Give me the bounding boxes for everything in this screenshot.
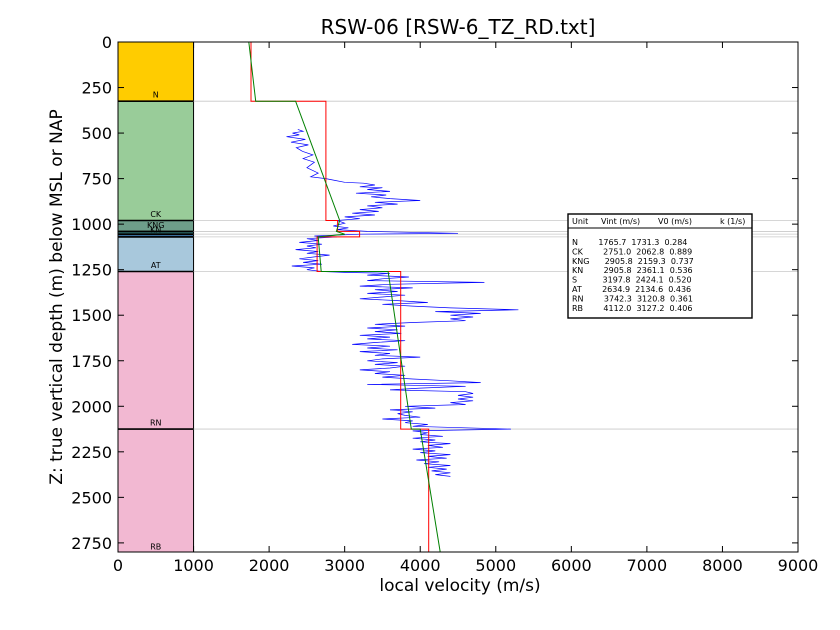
legend-box: [567, 213, 753, 319]
legend-row: RN 3742.3 3120.8 0.361: [572, 294, 693, 303]
plot-frame: [117, 41, 799, 553]
series-lines: [248, 41, 519, 553]
unit-label-kn: KN: [150, 225, 161, 234]
y-tick-label: 2000: [71, 397, 112, 416]
y-tick-label: 0: [102, 33, 112, 52]
unit-label-rn: RN: [150, 418, 162, 427]
legend-row: AT 2634.9 2134.6 0.436: [572, 285, 691, 294]
x-tick-label: 4000: [400, 556, 441, 575]
x-tick-label: 9000: [778, 556, 819, 575]
x-tick-label: 1000: [173, 556, 214, 575]
x-tick-label: 7000: [627, 556, 668, 575]
legend-row: S 3197.8 2424.1 0.520: [572, 276, 692, 285]
y-tick-label: 2250: [71, 443, 112, 462]
x-tick-label: 0: [113, 556, 123, 575]
x-tick-label: 8000: [702, 556, 743, 575]
unit-label-kng: KNG: [147, 221, 164, 230]
x-tick-label: 5000: [475, 556, 516, 575]
x-axis-label: local velocity (m/s): [379, 576, 540, 596]
unit-block-rb: [117, 428, 195, 553]
y-tick-label: 1500: [71, 306, 112, 325]
x-tick-label: 3000: [324, 556, 365, 575]
legend-row: KN 2905.8 2361.1 0.536: [572, 266, 693, 275]
y-tick-label: 1250: [71, 261, 112, 280]
unit-label-at: AT: [151, 261, 161, 270]
x-tick-label: 2000: [249, 556, 290, 575]
measured-line: [286, 129, 519, 477]
legend-row: KNG 2905.8 2159.3 0.737: [572, 257, 694, 266]
model-line: [248, 41, 441, 553]
y-tick-label: 500: [81, 124, 112, 143]
legend-header: Unit Vint (m/s) V0 (m/s) k (1/s): [572, 217, 745, 226]
legend: Unit Vint (m/s) V0 (m/s) k (1/s) N 1765.7…: [567, 213, 753, 319]
legend-row: CK 2751.0 2062.8 0.889: [572, 247, 692, 256]
unit-block-ck: [117, 100, 195, 221]
chart-title: RSW-06 [RSW-6_TZ_RD.txt]: [321, 15, 596, 39]
interval-line: [250, 42, 430, 552]
x-tick-label: 6000: [551, 556, 592, 575]
unit-block-rn: [117, 271, 195, 430]
y-tick-label: 750: [81, 170, 112, 189]
y-tick-label: 1000: [71, 215, 112, 234]
y-tick-label: 2750: [71, 534, 112, 553]
unit-block-n: [117, 41, 195, 102]
unit-label-n: N: [153, 91, 159, 100]
unit-label-ck: CK: [150, 210, 162, 219]
y-tick-label: 2500: [71, 488, 112, 507]
stratigraphic-column: [117, 41, 195, 553]
axis-ticks: 0 1000 2000 3000 4000 5000 6000 7000 8000 9000 0 25…: [71, 33, 818, 575]
y-tick-label: 1750: [71, 352, 112, 371]
legend-row: N 1765.7 1731.3 0.284: [572, 238, 687, 247]
y-tick-label: 250: [81, 79, 112, 98]
y-axis-label: Z: true vertical depth (m) below MSL or …: [47, 109, 67, 484]
unit-label-rb: RB: [150, 542, 161, 551]
legend-row: RB 4112.0 3127.2 0.406: [572, 304, 692, 313]
